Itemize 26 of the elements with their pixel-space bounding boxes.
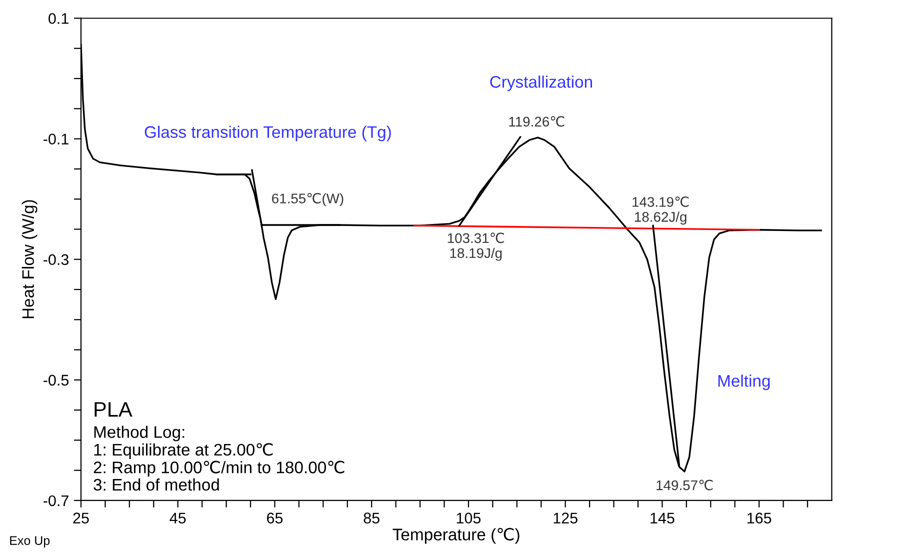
annotation: 119.26℃ (509, 116, 564, 127)
y-axis-title: Heat Flow (W/g) (22, 200, 38, 318)
x-tick-label: 45 (170, 512, 186, 524)
annotation: PLA (94, 402, 132, 417)
annotation: 149.57℃ (656, 480, 713, 490)
annotation: 61.55℃(W) (272, 192, 344, 206)
annotation: Crystallization (490, 76, 592, 92)
x-tick-label: 65 (267, 512, 283, 524)
y-tick-label: -0.1 (44, 134, 68, 144)
annotation: Glass transition Temperature (Tg) (144, 126, 391, 142)
y-tick-label: -0.5 (44, 374, 69, 386)
y-tick-label: -0.7 (44, 495, 68, 506)
x-tick-label: 165 (748, 512, 772, 524)
x-axis-title: Temperature (℃) (392, 528, 520, 544)
x-tick-label: 145 (650, 512, 674, 524)
x-tick-label: 105 (456, 512, 481, 524)
annotation: 143.19℃ 18.62J/g (632, 196, 689, 225)
annotation: 103.31℃ 18.19J/g (448, 232, 504, 261)
text: Exo Up (10, 536, 50, 548)
x-tick-label: 25 (73, 512, 89, 524)
y-tick-label: 0.1 (48, 13, 68, 24)
x-tick-label: 85 (364, 512, 380, 524)
y-tick-label: -0.3 (44, 254, 69, 266)
annotation: Method Log: 1: Equilibrate at 25.00℃ 2: Ramp 10.00℃/min to 180.00℃ 3: End of method (94, 426, 344, 491)
x-tick-label: 125 (554, 512, 578, 524)
annotation: Melting (718, 374, 770, 390)
